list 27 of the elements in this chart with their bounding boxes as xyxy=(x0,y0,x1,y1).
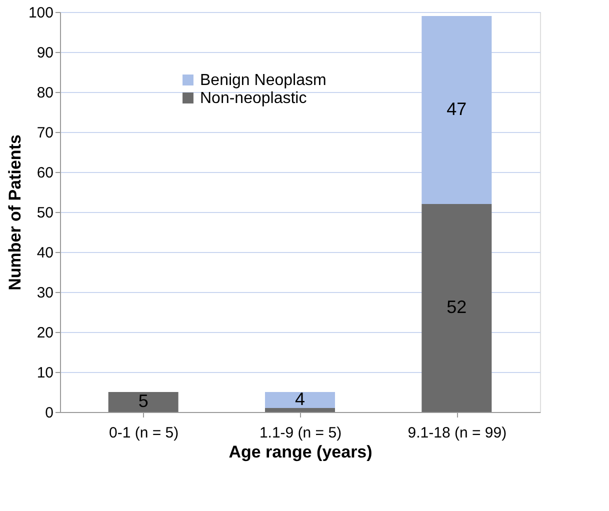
y-axis-title: Number of Patients xyxy=(5,134,24,290)
bar xyxy=(265,408,335,412)
y-tick-label: 20 xyxy=(36,324,54,342)
y-tick-label: 50 xyxy=(36,204,54,222)
x-tick-label: 1.1-9 (n = 5) xyxy=(259,424,342,442)
y-tick-label: 90 xyxy=(36,44,54,62)
y-tick-label: 80 xyxy=(36,84,54,102)
y-tick-label: 100 xyxy=(28,4,54,22)
legend-label: Non-neoplastic xyxy=(200,90,307,107)
bar xyxy=(422,204,492,412)
bar xyxy=(422,16,492,204)
data-label: 4 xyxy=(294,389,306,409)
data-label: 5 xyxy=(138,391,148,411)
y-tick-label: 40 xyxy=(36,244,54,262)
y-tick-label: 10 xyxy=(36,364,54,382)
y-tick-label: 60 xyxy=(36,164,54,182)
bar xyxy=(108,392,178,412)
y-tick-label: 30 xyxy=(36,284,54,302)
y-tick-label: 0 xyxy=(45,404,54,422)
bar xyxy=(265,392,335,408)
y-tick-label: 70 xyxy=(36,124,54,142)
data-label: 52 xyxy=(446,297,467,317)
x-tick-label: 0-1 (n = 5) xyxy=(109,424,179,442)
data-label: 47 xyxy=(446,99,467,119)
x-axis-title: Age range (years) xyxy=(228,442,372,462)
x-tick-label: 9.1-18 (n = 99) xyxy=(408,424,507,442)
legend-label: Benign Neoplasm xyxy=(200,72,326,89)
